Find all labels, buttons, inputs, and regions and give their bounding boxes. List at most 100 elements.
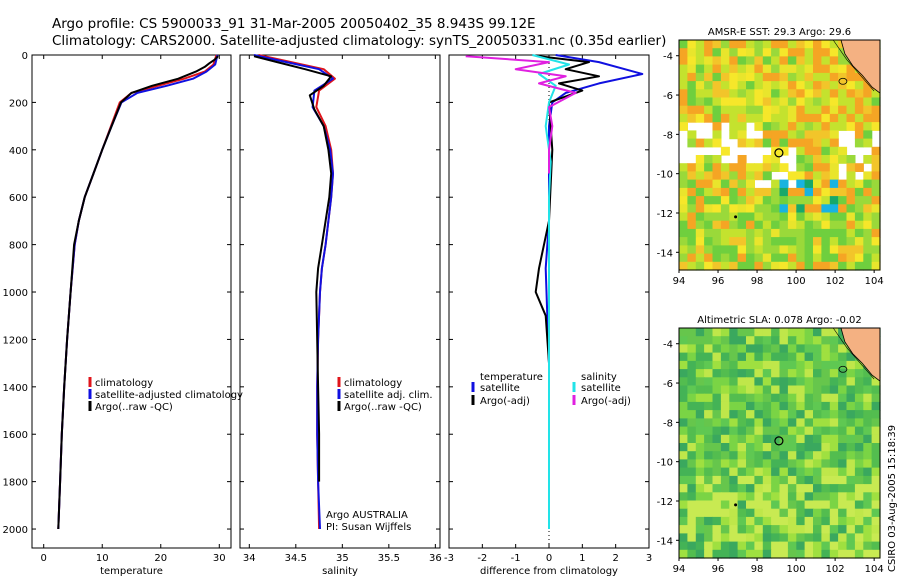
- x-tick-label: 0: [41, 553, 47, 564]
- heat-cell: [846, 484, 856, 493]
- heat-cell: [737, 212, 747, 222]
- heat-cell: [779, 541, 789, 551]
- heat-cell: [863, 418, 873, 428]
- heat-cell: [679, 163, 688, 172]
- heat-cell: [695, 377, 705, 387]
- heat-cell: [704, 97, 714, 107]
- heat-cell: [762, 328, 772, 337]
- legend-label-climatology: climatology: [95, 378, 153, 389]
- heat-cell: [679, 508, 688, 518]
- heat-cell: [771, 459, 781, 469]
- heat-cell: [829, 516, 839, 526]
- heat-cell: [821, 179, 831, 189]
- heat-cell: [804, 89, 814, 99]
- heat-cell: [746, 336, 755, 345]
- y-tick-label: 0: [22, 51, 28, 62]
- heat-cell: [729, 187, 739, 197]
- heat-cell: [762, 484, 772, 493]
- heat-cell: [746, 410, 755, 419]
- heat-cell: [679, 369, 688, 378]
- heat-cell: [813, 187, 822, 197]
- heat-cell: [679, 385, 688, 395]
- heat-cell: [695, 89, 705, 99]
- heat-cell: [729, 261, 739, 271]
- heat-cell: [846, 89, 856, 99]
- heat-cell: [854, 475, 864, 485]
- heat-cell: [854, 105, 864, 115]
- heat-cell: [679, 484, 688, 493]
- heat-cell: [746, 40, 755, 49]
- heat-cell: [779, 204, 789, 214]
- heat-cell: [712, 443, 722, 452]
- heat-cell: [771, 89, 781, 99]
- heat-cell: [746, 105, 755, 115]
- heat-cell: [829, 549, 839, 559]
- heat-cell: [871, 245, 881, 255]
- heat-cell: [762, 385, 772, 395]
- heat-cell: [846, 500, 856, 510]
- heat-cell: [695, 196, 705, 205]
- heat-cell: [762, 451, 772, 460]
- heat-cell: [762, 155, 772, 164]
- heat-cell: [754, 484, 764, 493]
- heat-cell: [754, 105, 764, 115]
- heat-cell: [762, 245, 772, 255]
- heat-cell: [762, 377, 772, 387]
- heat-cell: [779, 97, 789, 107]
- heat-cell: [838, 48, 848, 57]
- heat-cell: [821, 89, 831, 99]
- heat-cell: [846, 401, 856, 411]
- heat-cell: [695, 549, 705, 559]
- heat-cell: [854, 426, 864, 436]
- heat-cell: [687, 541, 697, 551]
- heat-cell: [712, 426, 722, 436]
- heat-cell: [813, 56, 822, 66]
- heat-cell: [729, 369, 739, 378]
- heat-cell: [821, 360, 831, 370]
- heat-cell: [771, 443, 781, 452]
- heat-cell: [854, 204, 864, 214]
- heat-cell: [771, 122, 781, 131]
- heat-cell: [687, 434, 697, 444]
- heat-cell: [695, 48, 705, 57]
- heat-cell: [771, 360, 781, 370]
- heat-cell: [871, 525, 881, 534]
- heat-cell: [754, 410, 764, 419]
- cocos-island-dot: [734, 503, 738, 507]
- heat-cell: [779, 434, 789, 444]
- heat-cell: [821, 475, 831, 485]
- heat-cell: [871, 196, 881, 205]
- heat-cell: [679, 377, 688, 387]
- heat-cell: [687, 336, 697, 345]
- heat-cell: [829, 40, 839, 49]
- heat-cell: [779, 344, 789, 354]
- heat-cell: [871, 484, 881, 493]
- heat-cell: [829, 48, 839, 57]
- heat-cell: [813, 451, 822, 460]
- heat-cell: [754, 541, 764, 551]
- heat-cell: [846, 187, 856, 197]
- heat-cell: [821, 459, 831, 469]
- heat-cell: [712, 89, 722, 99]
- heat-cell: [762, 228, 772, 238]
- heat-cell: [813, 72, 822, 82]
- heat-cell: [796, 253, 806, 263]
- heat-cell: [687, 426, 697, 436]
- heat-cell: [720, 459, 730, 469]
- heat-cell: [871, 418, 881, 428]
- heat-cell: [838, 525, 848, 534]
- heat-cell: [720, 525, 730, 534]
- heat-cell: [729, 410, 739, 419]
- heat-cell: [737, 228, 747, 238]
- heat-cell: [871, 89, 881, 99]
- heat-cell: [704, 56, 714, 66]
- heat-cell: [863, 113, 873, 123]
- heat-cell: [796, 525, 806, 534]
- heat-cell: [737, 138, 747, 148]
- heat-cell: [779, 146, 789, 156]
- heat-cell: [846, 360, 856, 370]
- heat-cell: [712, 533, 722, 543]
- heat-cell: [804, 533, 814, 543]
- heat-cell: [754, 500, 764, 510]
- heat-cell: [754, 245, 764, 255]
